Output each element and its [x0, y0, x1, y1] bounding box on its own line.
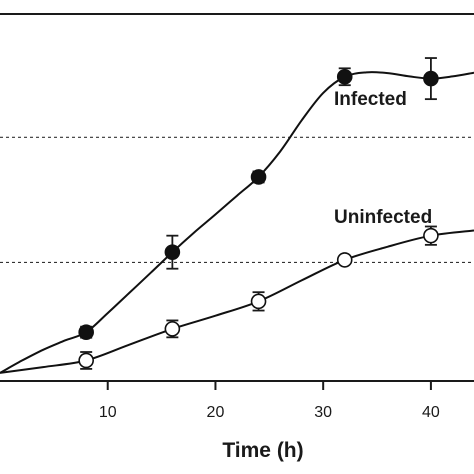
point-infected-32: [336, 68, 353, 85]
plot-frame: [0, 13, 474, 382]
series-labels: Infected Uninfected: [334, 89, 432, 228]
point-uninfected-32: [336, 252, 353, 268]
point-uninfected-8: [78, 352, 94, 369]
point-uninfected-24: [250, 293, 267, 310]
point-infected-24: [250, 169, 267, 185]
reference-lines: [0, 136, 474, 264]
x-tick-label-10: 10: [99, 404, 117, 421]
point-infected-8: [78, 324, 94, 340]
x-axis-title: Time (h): [222, 439, 303, 462]
x-tick-label-40: 40: [422, 404, 440, 421]
point-uninfected-16: [164, 321, 181, 337]
x-tick-label-30: 30: [314, 404, 332, 421]
series-line-uninfected: [0, 229, 474, 374]
x-tick-label-20: 20: [207, 404, 225, 421]
series-label-uninfected: Uninfected: [334, 207, 432, 228]
point-infected-16: [164, 244, 181, 260]
data-markers: [78, 68, 439, 369]
x-ticks: 10 20 30 40: [99, 381, 440, 421]
point-infected-40: [423, 70, 439, 87]
series-label-infected: Infected: [334, 89, 407, 110]
point-uninfected-40: [423, 227, 439, 244]
